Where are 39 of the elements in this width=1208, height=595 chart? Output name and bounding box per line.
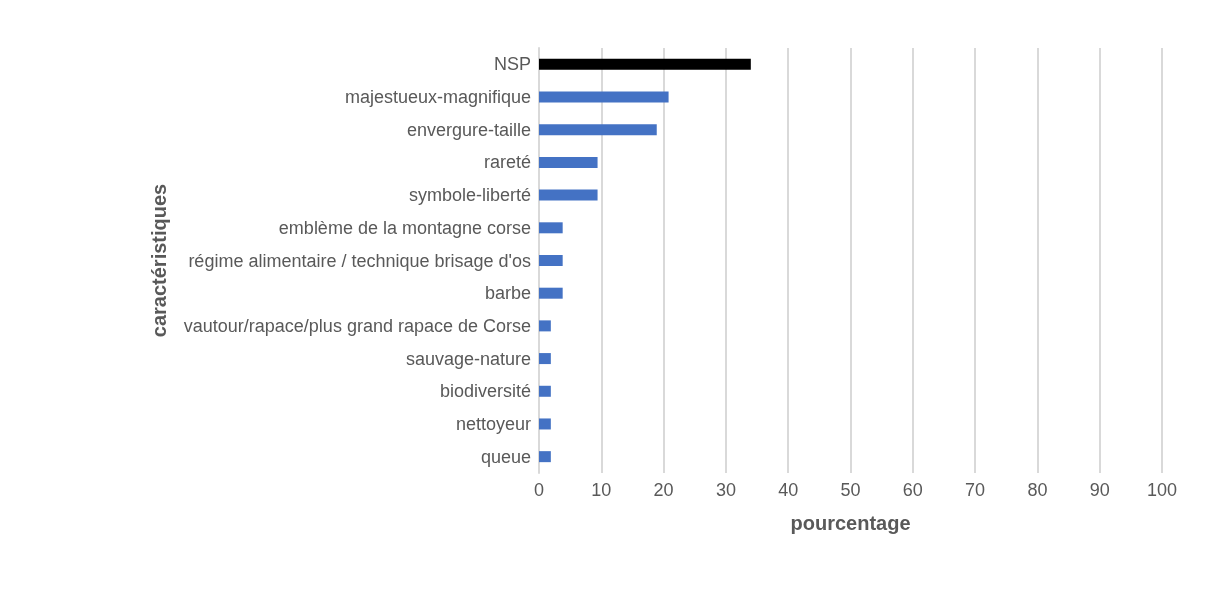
x-tick-label: 10 [591,480,612,500]
bar [539,385,551,397]
bar [539,91,669,103]
y-tick-label: vautour/rapace/plus grand rapace de Corse [183,315,531,336]
y-tick-label: rareté [483,152,531,173]
y-tick-label: envergure-taille [406,119,531,140]
x-axis-title: pourcentage [790,512,911,534]
y-tick-label: majestueux-magnifique [344,87,531,108]
x-tick-label: 90 [1089,480,1110,500]
x-tick-label: 60 [902,480,923,500]
y-tick-label: sauvage-nature [405,348,531,369]
y-tick-label: nettoyeur [455,413,531,434]
y-tick-label: symbole-liberté [408,185,531,206]
y-tick-label: barbe [484,283,531,304]
bar [539,58,751,70]
y-axis-title: caractéristiques [148,183,170,338]
bar [539,124,657,136]
bar [539,451,551,463]
x-tick-label: 80 [1027,480,1048,500]
y-tick-label: NSP [493,54,531,75]
y-tick-label: régime alimentaire / technique brisage d'os [188,250,531,271]
x-tick-label: 40 [778,480,799,500]
bar [539,418,551,430]
bar [539,222,563,234]
x-tick-label: 30 [715,480,736,500]
bar [539,320,551,332]
x-tick-label: 20 [653,480,674,500]
bar [539,287,563,299]
bar [539,156,598,168]
y-tick-label: emblème de la montagne corse [278,217,531,238]
bar [539,255,563,266]
x-tick-label: 0 [533,480,545,500]
x-tick-label: 100 [1146,480,1178,500]
y-tick-label: queue [480,446,531,467]
x-tick-label: 70 [965,480,986,500]
y-tick-label: biodiversité [439,381,531,402]
bar [539,353,551,365]
bar [539,189,598,201]
x-tick-label: 50 [840,480,861,500]
